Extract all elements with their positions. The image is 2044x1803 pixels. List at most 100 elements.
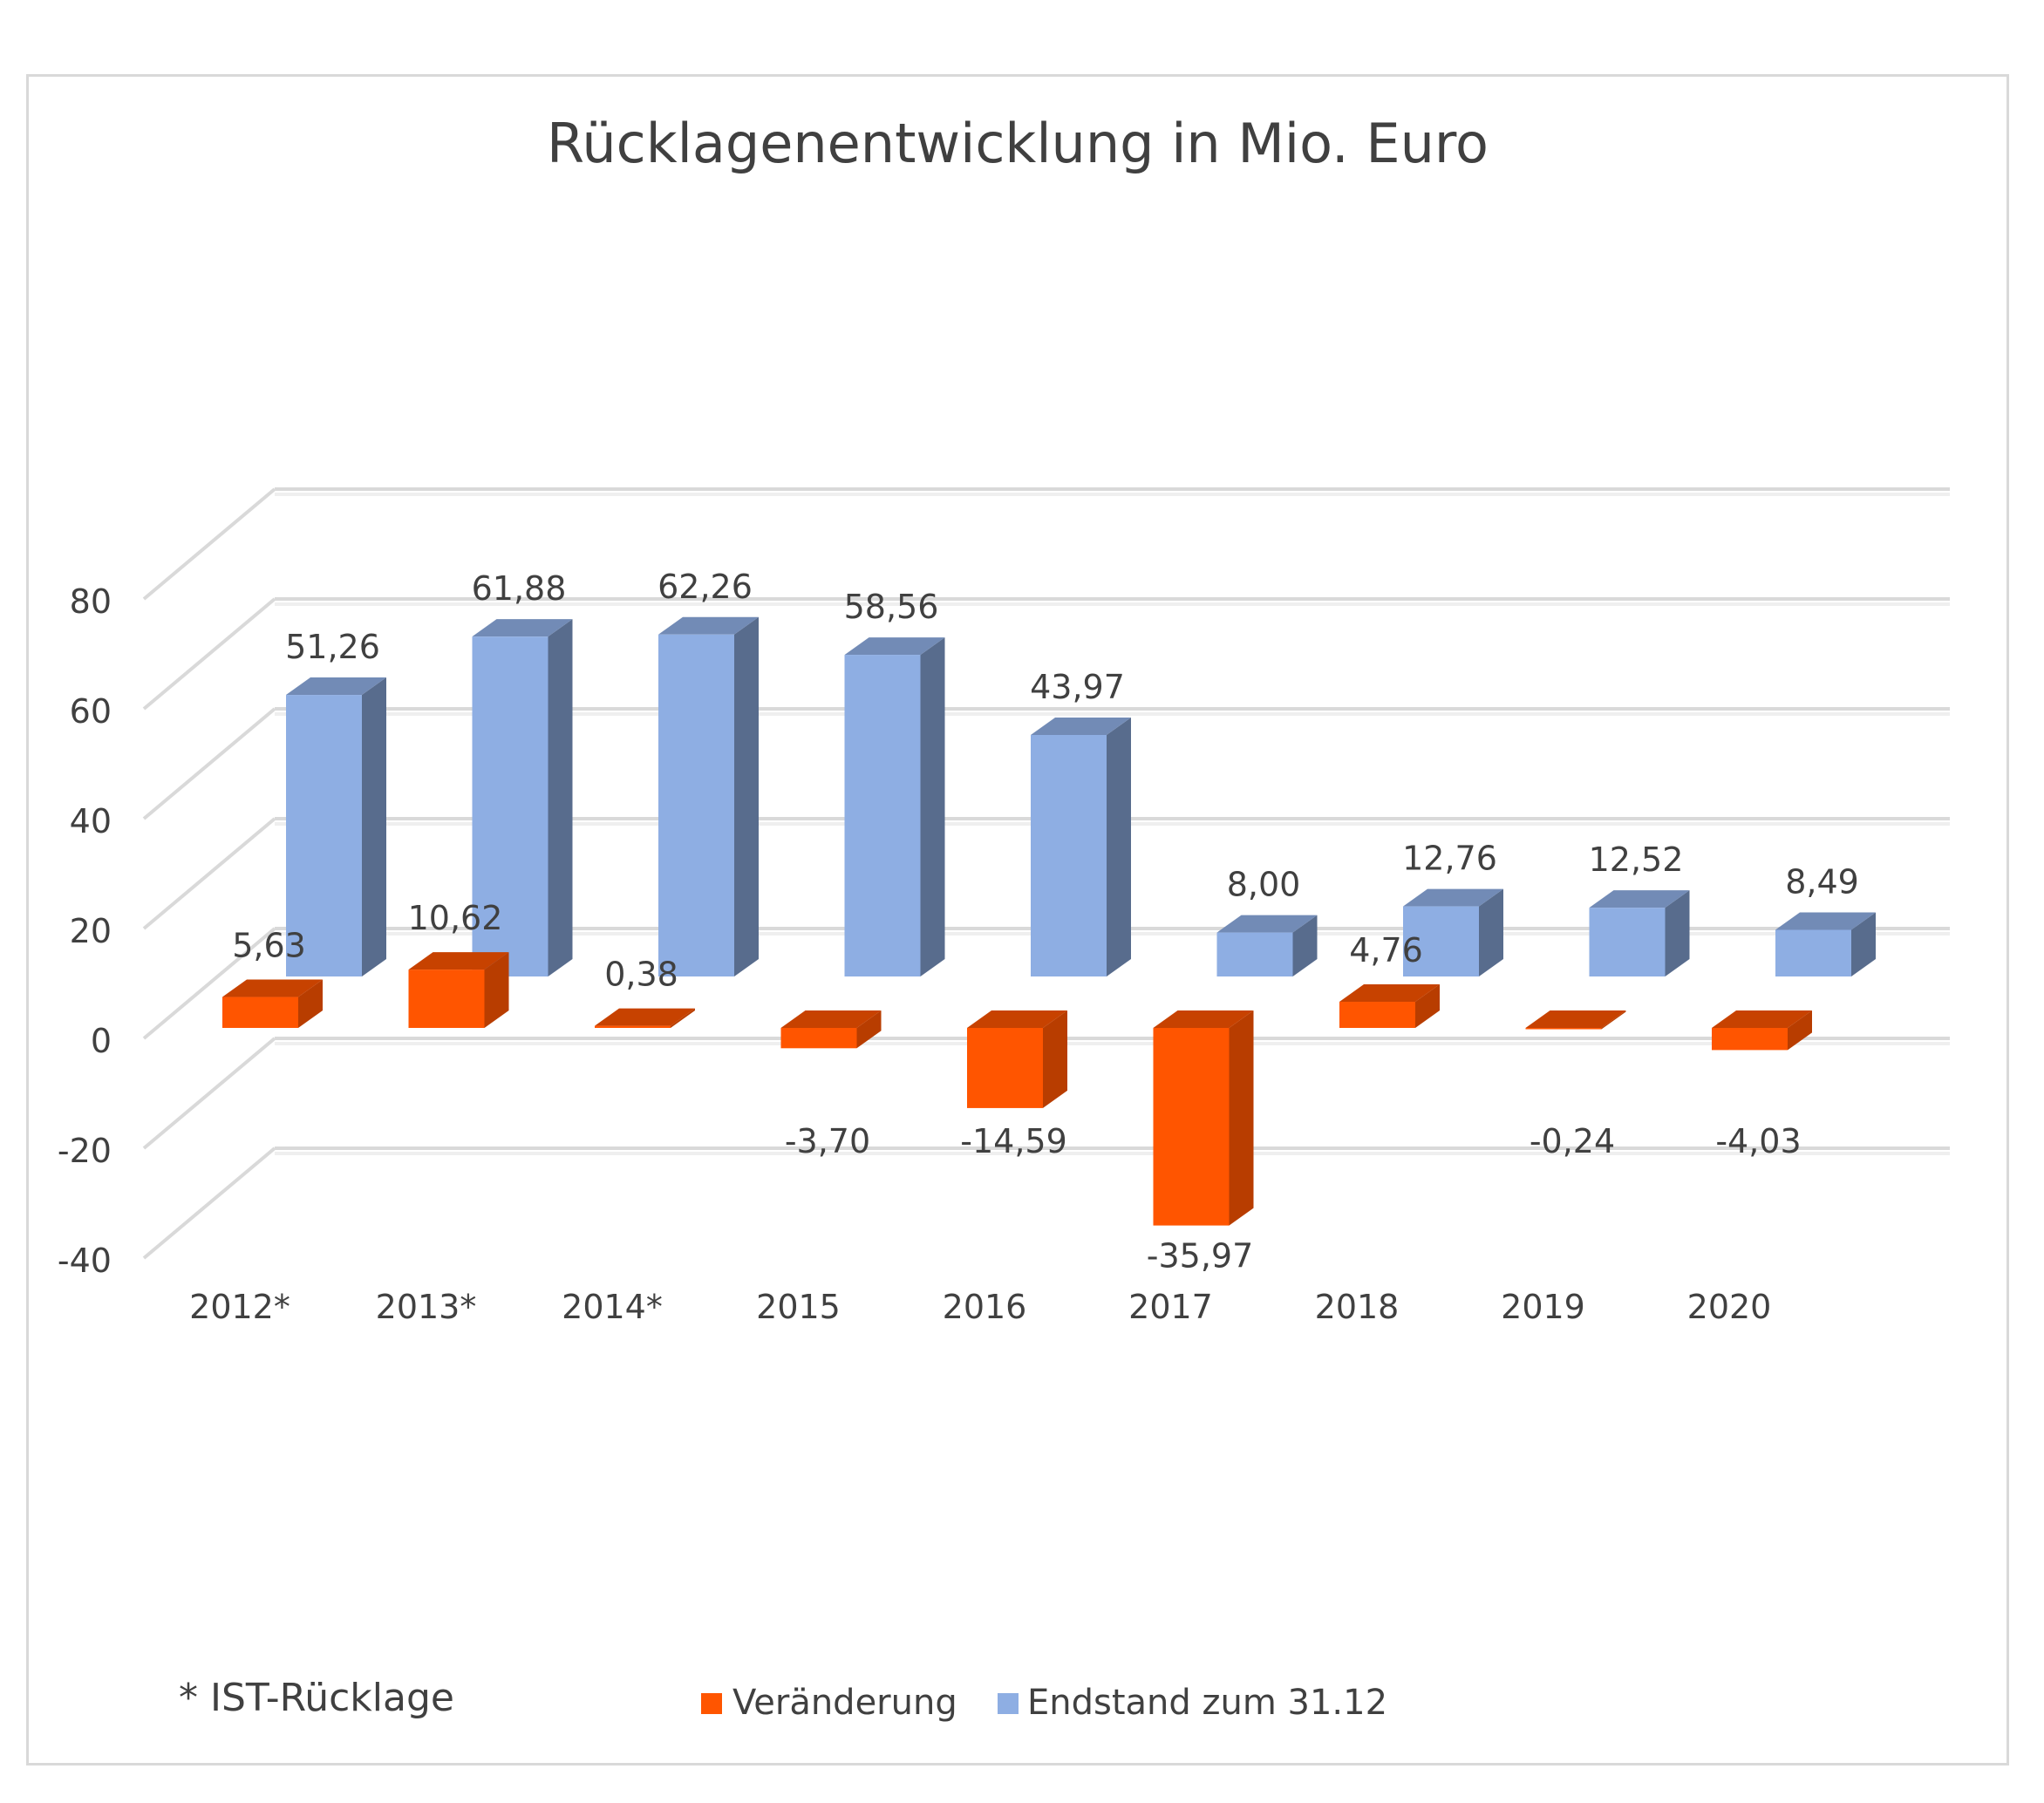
bar-veraenderung (222, 979, 323, 1028)
bar-top (1153, 1010, 1254, 1028)
bar-veraenderung (408, 952, 509, 1028)
bar-side (671, 1008, 695, 1028)
bar-top (1525, 1010, 1626, 1028)
data-label-endstand: 12,52 (1589, 840, 1684, 879)
legend-label-endstand: Endstand zum 31.12 (1027, 1683, 1387, 1723)
bar-front (1775, 929, 1851, 976)
bar-side (298, 979, 323, 1028)
gridline-side (142, 707, 276, 820)
bar-top (1712, 1010, 1812, 1028)
bar-front (286, 695, 362, 976)
gridline-side (142, 1037, 276, 1150)
gridline-side (142, 817, 276, 930)
gridline-side (142, 597, 276, 711)
bar-side (1043, 1010, 1067, 1108)
bar-veraenderung (1339, 984, 1440, 1028)
bar-top (286, 677, 386, 696)
x-tick-label: 2019 (1501, 1288, 1585, 1326)
x-tick-label: 2012* (189, 1288, 290, 1326)
x-tick-label: 2014* (562, 1288, 663, 1326)
bar-veraenderung (967, 1010, 1067, 1108)
bar-endstand (472, 619, 573, 976)
bar-front (408, 970, 485, 1028)
bar-front (1712, 1028, 1788, 1051)
bar-endstand (1031, 717, 1131, 976)
bar-front (1589, 908, 1666, 976)
bar-endstand (1216, 915, 1318, 976)
bar-side (734, 616, 759, 976)
data-label-veraenderung: 4,76 (1349, 931, 1423, 970)
bar-top (780, 1010, 882, 1028)
bar-veraenderung (1153, 1010, 1254, 1226)
data-label-endstand: 62,26 (657, 568, 753, 606)
data-label-endstand: 51,26 (285, 628, 380, 666)
bar-endstand (658, 616, 759, 976)
bar-top (595, 1008, 695, 1026)
y-tick-label: 60 (70, 692, 112, 731)
bar-top (1589, 890, 1690, 908)
bar-side (1851, 912, 1876, 976)
data-label-endstand: 12,76 (1402, 840, 1497, 878)
bar-top (1031, 717, 1131, 735)
gridline-side (142, 1146, 276, 1260)
bar-side (1229, 1010, 1254, 1226)
bar-top (967, 1010, 1067, 1028)
chart-frame (26, 74, 2009, 1766)
x-tick-label: 2016 (943, 1288, 1027, 1326)
bar-side (856, 1010, 882, 1049)
bar-front (1031, 734, 1107, 976)
bar-endstand (1775, 912, 1876, 976)
bar-top (472, 619, 573, 637)
footnote: * IST-Rücklage (179, 1676, 454, 1720)
x-tick-label: 2018 (1315, 1288, 1400, 1326)
x-tick-label: 2015 (756, 1288, 841, 1326)
data-label-veraenderung: 5,63 (232, 927, 306, 965)
bar-side (362, 677, 386, 976)
bar-veraenderung (1525, 1010, 1626, 1030)
data-label-veraenderung: 0,38 (604, 956, 678, 994)
bar-front (844, 655, 921, 976)
chart-title: Rücklagenentwicklung in Mio. Euro (547, 112, 1489, 175)
y-tick-label: -40 (58, 1242, 112, 1280)
bar-veraenderung (595, 1008, 695, 1028)
x-tick-label: 2020 (1687, 1288, 1772, 1326)
data-label-veraenderung: 10,62 (408, 899, 503, 937)
bar-side (548, 619, 573, 976)
data-label-veraenderung: -4,03 (1715, 1122, 1801, 1160)
data-label-endstand: 58,56 (844, 588, 939, 626)
data-label-veraenderung: -14,59 (960, 1122, 1067, 1160)
gridline-side (142, 487, 276, 601)
legend-swatch-veraenderung (701, 1693, 722, 1714)
bar-front (1525, 1028, 1602, 1030)
x-tick-label: 2013* (376, 1288, 477, 1326)
bar-endstand (286, 677, 386, 976)
bar-side (1601, 1010, 1626, 1030)
bar-side (484, 952, 509, 1028)
bar-endstand (844, 637, 945, 976)
data-label-endstand: 43,97 (1030, 668, 1125, 706)
bar-top (844, 637, 945, 656)
gridline-side (142, 927, 276, 1040)
y-tick-label: -20 (58, 1132, 112, 1170)
bar-front (658, 634, 734, 976)
bar-front (222, 997, 298, 1028)
bar-endstand (1589, 890, 1690, 976)
data-label-endstand: 8,00 (1227, 866, 1301, 904)
legend-label-veraenderung: Veränderung (732, 1683, 957, 1723)
bar-veraenderung (780, 1010, 882, 1049)
y-tick-label: 0 (91, 1022, 112, 1060)
bar-front (1216, 932, 1293, 976)
bar-top (1403, 888, 1503, 907)
bar-front (780, 1028, 857, 1049)
bar-top (1339, 984, 1440, 1003)
bar-front (1153, 1028, 1230, 1226)
legend-swatch-endstand (998, 1693, 1019, 1714)
bar-side (1479, 888, 1503, 976)
y-tick-label: 20 (70, 912, 112, 950)
bar-side (1415, 984, 1440, 1028)
bar-top (408, 952, 509, 970)
data-label-endstand: 8,49 (1785, 863, 1859, 902)
bar-side (920, 637, 945, 976)
data-label-veraenderung: -35,97 (1147, 1237, 1254, 1276)
